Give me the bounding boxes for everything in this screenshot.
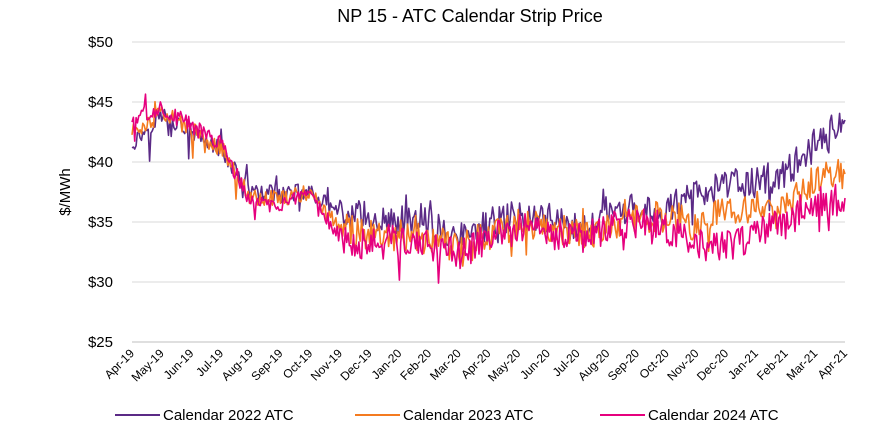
x-tick-label: Dec-19 (338, 346, 375, 383)
y-tick-label: $50 (88, 34, 113, 51)
x-tick-label: Nov-20 (664, 346, 701, 383)
series-line-2 (131, 100, 846, 267)
x-tick-label: Feb-21 (754, 346, 791, 383)
x-tick-label: Dec-20 (694, 346, 731, 383)
x-tick-label: Jun-19 (161, 346, 197, 382)
chart-title: NP 15 - ATC Calendar Strip Price (337, 6, 602, 26)
x-tick-label: Jun-20 (517, 346, 553, 382)
x-tick-label: Sep-19 (248, 346, 285, 383)
x-tick-label: Apr-21 (815, 346, 851, 382)
legend-label: Calendar 2022 ATC (163, 407, 294, 424)
legend: Calendar 2022 ATC Calendar 2023 ATC Calend… (115, 407, 779, 424)
y-axis-label: $/MWh (57, 168, 74, 216)
x-tick-label: Mar-21 (784, 346, 821, 383)
legend-label: Calendar 2024 ATC (648, 407, 779, 424)
series-line-3 (131, 93, 846, 284)
x-tick-label: Mar-20 (427, 346, 464, 383)
gridlines (132, 41, 845, 343)
x-tick-label: Jan-21 (725, 346, 761, 382)
x-tick-label: Aug-19 (219, 346, 256, 383)
y-tick-label: $35 (88, 214, 113, 231)
legend-label: Calendar 2023 ATC (403, 407, 534, 424)
x-tick-labels: Apr-19May-19Jun-19Jul-19Aug-19Sep-19Oct-… (102, 346, 851, 384)
x-tick-label: Sep-20 (605, 346, 642, 383)
series-lines (131, 93, 846, 284)
y-tick-label: $40 (88, 154, 113, 171)
x-tick-label: May-20 (485, 346, 523, 384)
y-tick-label: $30 (88, 274, 113, 291)
x-tick-label: Nov-19 (308, 346, 345, 383)
x-tick-label: Feb-20 (397, 346, 434, 383)
y-tick-label: $45 (88, 94, 113, 111)
x-tick-label: Aug-20 (575, 346, 612, 383)
x-tick-label: May-19 (129, 346, 167, 384)
x-tick-label: Jan-20 (369, 346, 405, 382)
y-tick-labels: $25 $30 $35 $40 $45 $50 (88, 34, 113, 351)
y-tick-label: $25 (88, 334, 113, 351)
